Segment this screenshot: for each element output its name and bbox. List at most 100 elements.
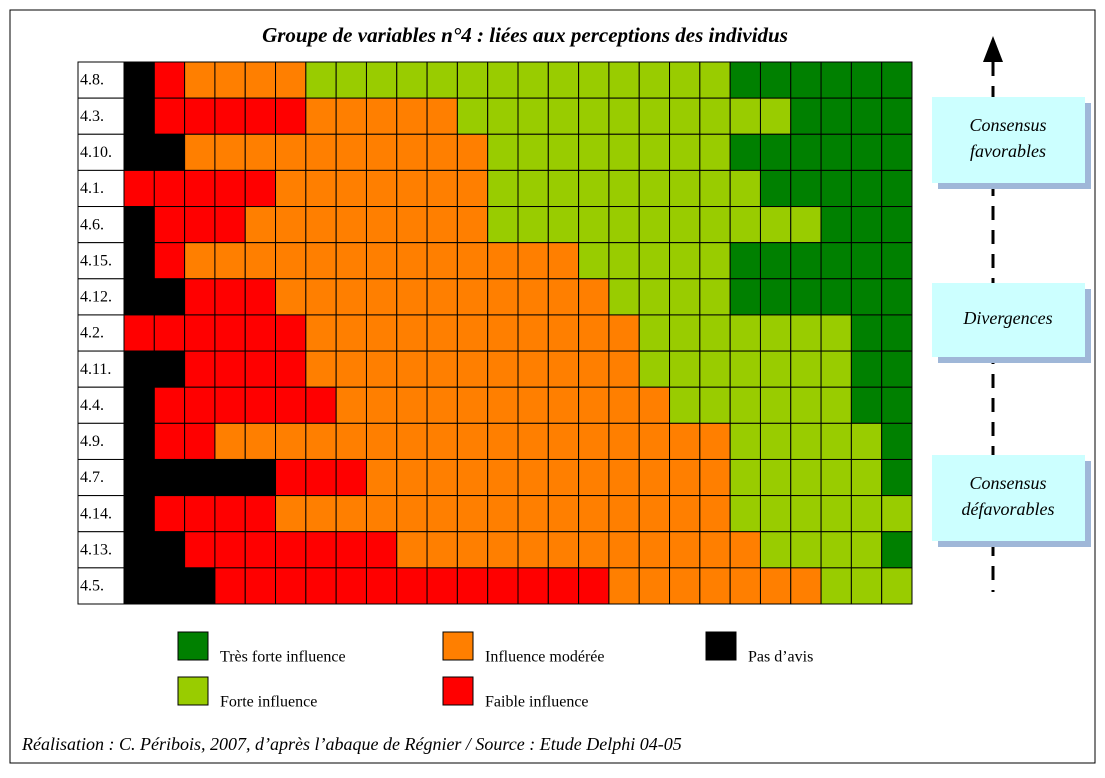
cell <box>456 531 489 569</box>
row-label: 4.8. <box>80 72 104 89</box>
legend-label: Pas d’avis <box>748 649 813 666</box>
legend-swatch <box>177 676 209 706</box>
cell <box>790 61 822 99</box>
cell <box>881 206 913 244</box>
side-label: Consensus défavorables <box>962 473 1055 519</box>
cell <box>820 97 852 135</box>
cell <box>578 422 610 460</box>
cell <box>184 386 216 424</box>
cell <box>547 97 580 135</box>
cell <box>487 567 519 605</box>
cell <box>487 242 519 280</box>
cell <box>123 169 155 208</box>
side-label: Consensus favorables <box>969 115 1046 161</box>
cell <box>214 458 246 497</box>
cell <box>365 531 398 569</box>
cell <box>850 567 883 605</box>
cell <box>123 458 155 497</box>
cell <box>669 531 701 569</box>
cell <box>790 133 822 171</box>
cell <box>365 567 398 605</box>
cell <box>426 133 458 171</box>
cell <box>517 567 549 605</box>
cell <box>669 278 701 316</box>
cell <box>669 386 701 424</box>
row-label: 4.14. <box>80 505 112 522</box>
cell <box>850 386 883 424</box>
cell <box>759 169 792 208</box>
cell <box>699 278 731 316</box>
cell <box>699 386 731 424</box>
cell <box>699 169 731 208</box>
cell <box>184 278 216 316</box>
cell <box>244 458 277 497</box>
cell <box>850 350 883 388</box>
cell <box>638 206 671 244</box>
cell <box>456 314 489 352</box>
cell <box>123 206 155 244</box>
cell <box>790 386 822 424</box>
row-label: 4.15. <box>80 252 112 269</box>
cell <box>275 133 307 171</box>
cell <box>335 242 367 280</box>
cell <box>123 567 155 605</box>
cell <box>699 350 731 388</box>
cell <box>214 314 246 352</box>
cell <box>487 169 519 208</box>
cell <box>123 422 155 460</box>
cell <box>153 278 186 316</box>
cell <box>275 97 307 135</box>
cell <box>426 278 458 316</box>
row-label-cell <box>77 97 125 135</box>
cell <box>184 495 216 533</box>
cell <box>729 314 761 352</box>
cell <box>820 278 852 316</box>
legend-label: Forte influence <box>220 694 317 711</box>
cell <box>214 206 246 244</box>
cell <box>365 495 398 533</box>
cell <box>244 386 277 424</box>
cell <box>275 531 307 569</box>
cell <box>850 278 883 316</box>
cell <box>547 567 580 605</box>
cell <box>396 531 428 569</box>
cell <box>335 278 367 316</box>
cell <box>699 61 731 99</box>
cell <box>547 61 580 99</box>
cell <box>669 350 701 388</box>
cell <box>275 169 307 208</box>
row-label: 4.9. <box>80 433 104 450</box>
cell <box>214 495 246 533</box>
cell <box>578 169 610 208</box>
cell <box>365 350 398 388</box>
cell <box>396 61 428 99</box>
cell <box>153 531 186 569</box>
cell <box>487 206 519 244</box>
cell <box>275 314 307 352</box>
cell <box>729 422 761 460</box>
cell <box>881 278 913 316</box>
cell <box>365 458 398 497</box>
cell <box>487 458 519 497</box>
cell <box>153 495 186 533</box>
footer: Réalisation : C. Péribois, 2007, d’après… <box>21 734 682 754</box>
cell <box>669 133 701 171</box>
cell <box>123 350 155 388</box>
cell <box>426 531 458 569</box>
cell <box>850 169 883 208</box>
cell <box>547 422 580 460</box>
cell <box>699 531 731 569</box>
cell <box>517 242 549 280</box>
cell <box>487 314 519 352</box>
cell <box>608 567 640 605</box>
cell <box>335 386 367 424</box>
cell <box>396 97 428 135</box>
cell <box>608 278 640 316</box>
side-box <box>932 97 1085 183</box>
cell <box>396 422 428 460</box>
cell <box>244 531 277 569</box>
cell <box>396 350 428 388</box>
cell <box>335 169 367 208</box>
cell <box>214 386 246 424</box>
cell <box>365 386 398 424</box>
